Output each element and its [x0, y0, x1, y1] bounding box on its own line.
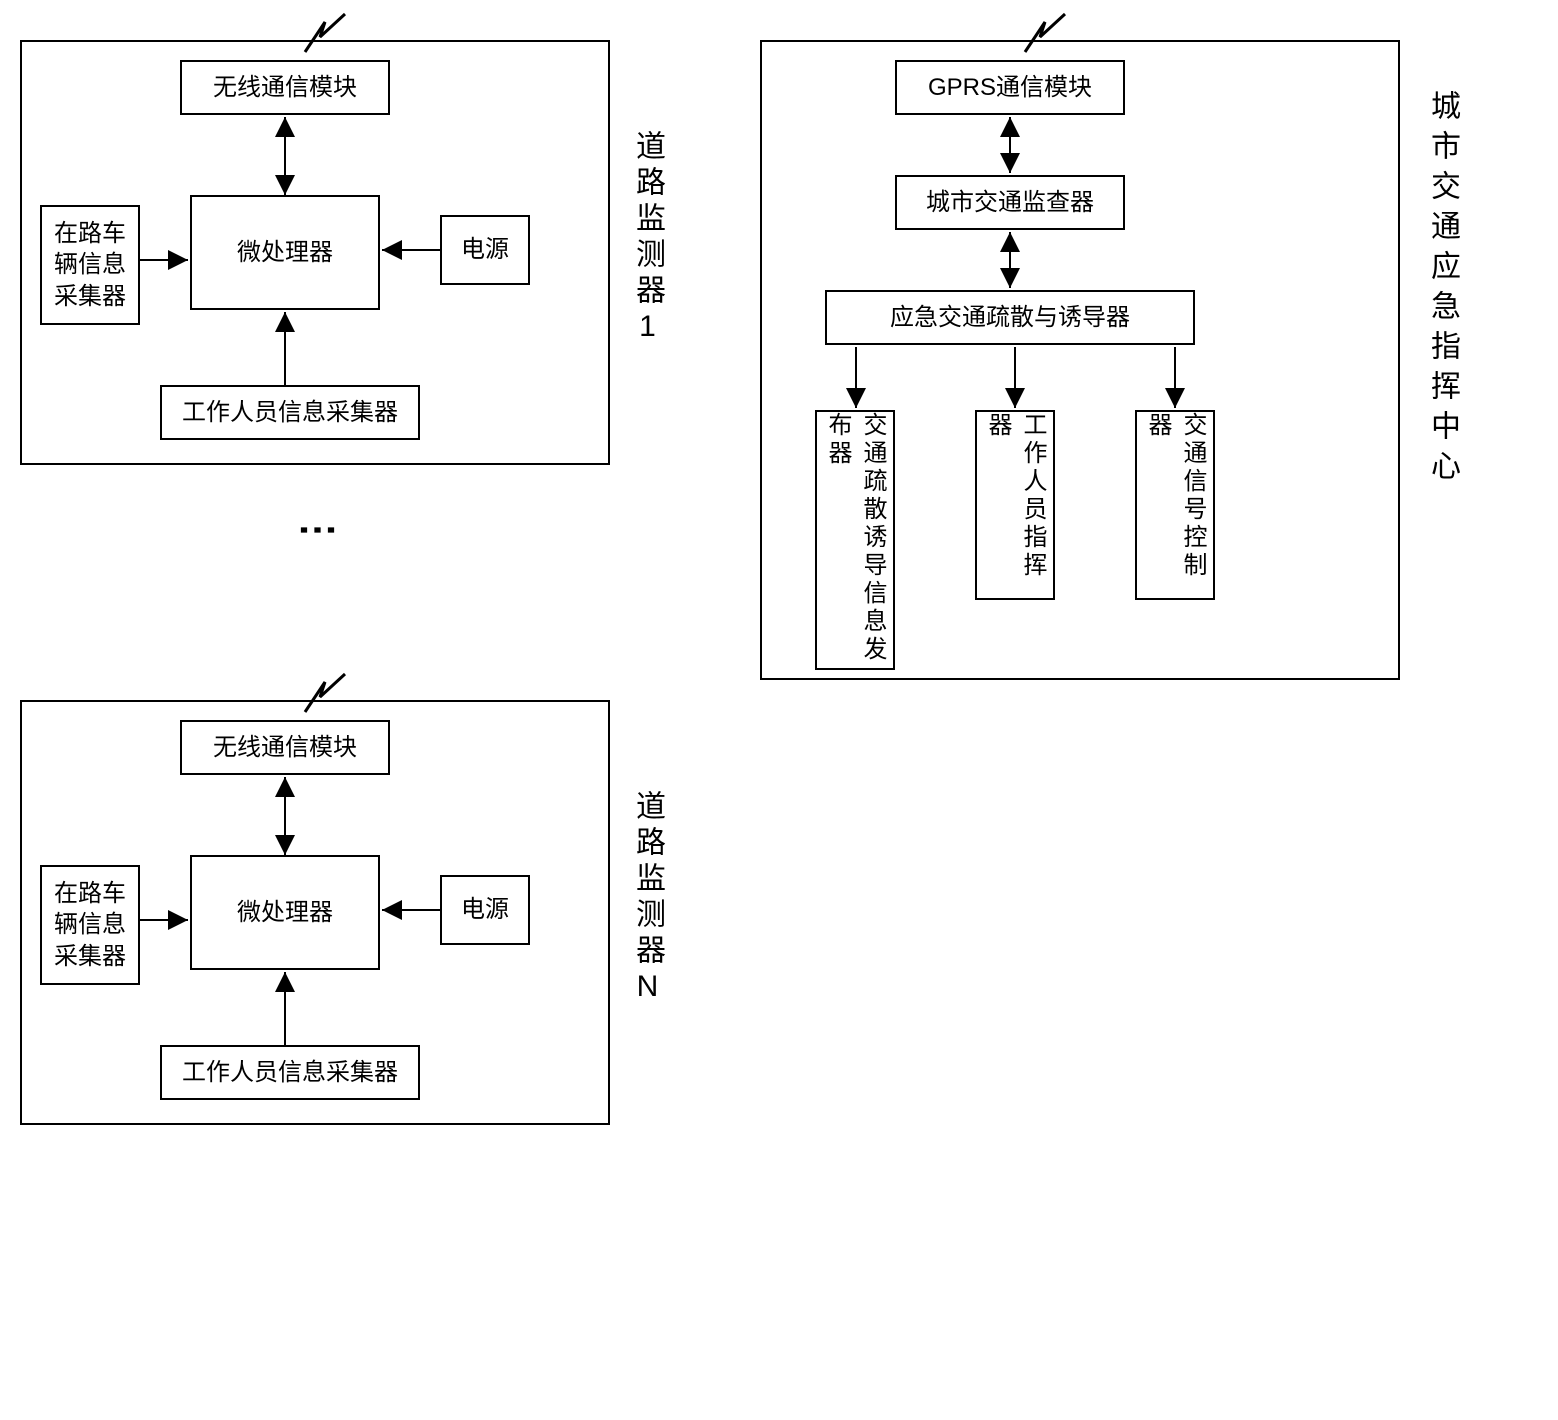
monitorN-label: 道路监测器N: [625, 790, 669, 1009]
center-label: 城市交通应急指挥中心: [1420, 90, 1464, 490]
monitorN-vehicle-collector: 在路车辆信息采集器: [40, 865, 140, 985]
monitor1-power: 电源: [440, 215, 530, 285]
center-monitor: 城市交通监查器: [895, 175, 1125, 230]
monitor1-wireless: 无线通信模块: [180, 60, 390, 115]
center-gprs: GPRS通信模块: [895, 60, 1125, 115]
center-staff-cmd: 工作人员指挥器: [975, 410, 1055, 600]
monitorN-staff-collector: 工作人员信息采集器: [160, 1045, 420, 1100]
monitorN-wireless: 无线通信模块: [180, 720, 390, 775]
center-publisher: 交通疏散诱导信息发布器: [815, 410, 895, 670]
center-dispatcher: 应急交通疏散与诱导器: [825, 290, 1195, 345]
monitorN-power: 电源: [440, 875, 530, 945]
monitor1-vehicle-collector: 在路车辆信息采集器: [40, 205, 140, 325]
monitor1-label: 道路监测器1: [625, 130, 669, 349]
monitor-ellipsis: ⋮: [295, 510, 341, 650]
monitor1-microprocessor: 微处理器: [190, 195, 380, 310]
center-signal-ctrl: 交通信号控制器: [1135, 410, 1215, 600]
monitor1-staff-collector: 工作人员信息采集器: [160, 385, 420, 440]
monitorN-microprocessor: 微处理器: [190, 855, 380, 970]
